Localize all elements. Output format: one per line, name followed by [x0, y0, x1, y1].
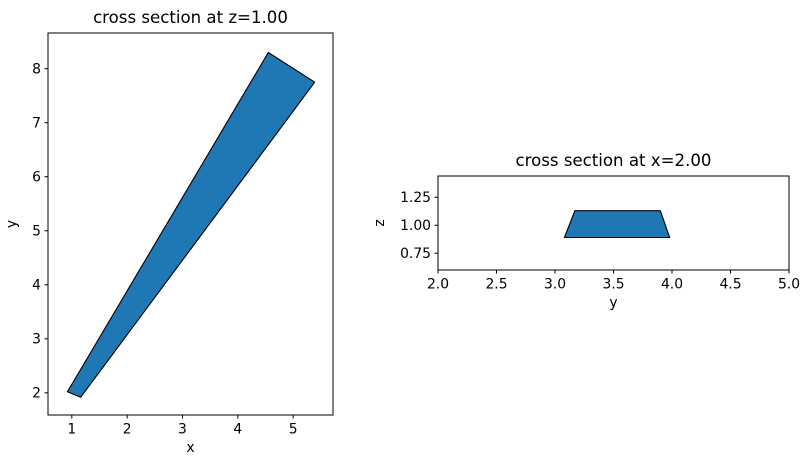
- y-tick-label: 3: [32, 332, 41, 348]
- x-tick-label: 5.0: [778, 277, 800, 293]
- x-tick-label: 5: [289, 422, 298, 438]
- x-tick-label: 1: [67, 422, 76, 438]
- x-tick-label: 2: [123, 422, 132, 438]
- y-tick-label: 1.00: [400, 218, 431, 234]
- y-tick-label: 4: [32, 278, 41, 294]
- y-axis-label: y: [4, 220, 20, 228]
- x-axis-label: x: [186, 440, 194, 456]
- y-tick-label: 7: [32, 115, 41, 131]
- cross-section-polygon: [563, 210, 671, 239]
- x-tick-label: 4: [233, 422, 242, 438]
- x-tick-label: 4.5: [719, 277, 741, 293]
- x-tick-label: 3.0: [544, 277, 566, 293]
- x-tick-label: 3.5: [602, 277, 624, 293]
- x-tick-label: 2.0: [427, 277, 449, 293]
- x-tick-label: 4.0: [661, 277, 683, 293]
- y-tick-label: 8: [32, 61, 41, 77]
- y-tick-label: 1.25: [400, 190, 431, 206]
- cross-section-polygon: [66, 51, 316, 398]
- axes-frame: [47, 32, 334, 416]
- chart-title: cross section at x=2.00: [516, 151, 712, 170]
- y-tick-label: 6: [32, 170, 41, 186]
- chart-title: cross section at z=1.00: [93, 8, 288, 27]
- y-tick-label: 2: [32, 386, 41, 402]
- y-tick-label: 0.75: [400, 246, 431, 262]
- x-tick-label: 2.5: [485, 277, 507, 293]
- y-axis-label: z: [372, 219, 388, 226]
- y-tick-label: 5: [32, 224, 41, 240]
- x-axis-label: y: [609, 295, 617, 311]
- x-tick-label: 3: [178, 422, 187, 438]
